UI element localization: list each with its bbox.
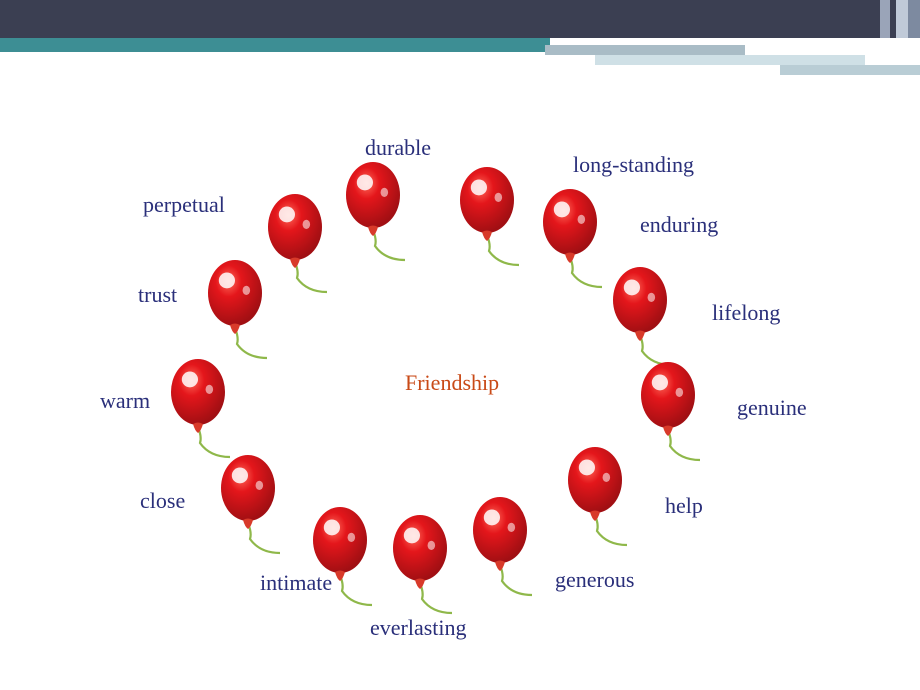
header-accent-bar <box>595 55 865 65</box>
balloon-icon <box>562 443 656 564</box>
word-label-perpetual: perpetual <box>143 192 225 218</box>
header-teal-band <box>0 38 550 52</box>
word-label-enduring: enduring <box>640 212 718 238</box>
balloon-icon <box>454 163 548 284</box>
center-label: Friendship <box>405 370 499 396</box>
word-label-lifelong: lifelong <box>712 300 780 326</box>
header-dark-band <box>0 0 880 38</box>
word-label-trust: trust <box>138 282 177 308</box>
header-accent-bar <box>545 45 745 55</box>
balloon-icon <box>387 511 481 632</box>
word-label-intimate: intimate <box>260 570 332 596</box>
word-label-warm: warm <box>100 388 150 414</box>
header-stripe <box>880 0 890 38</box>
word-label-close: close <box>140 488 185 514</box>
header-accent-bar <box>780 65 920 75</box>
word-label-generous: generous <box>555 567 634 593</box>
word-label-durable: durable <box>365 135 431 161</box>
header-stripe <box>908 0 920 38</box>
balloon-icon <box>215 451 309 572</box>
word-label-long-standing: long-standing <box>573 152 694 178</box>
header-stripe <box>896 0 908 38</box>
balloon-icon <box>467 493 561 614</box>
word-label-everlasting: everlasting <box>370 615 467 641</box>
word-label-help: help <box>665 493 703 519</box>
word-label-genuine: genuine <box>737 395 807 421</box>
